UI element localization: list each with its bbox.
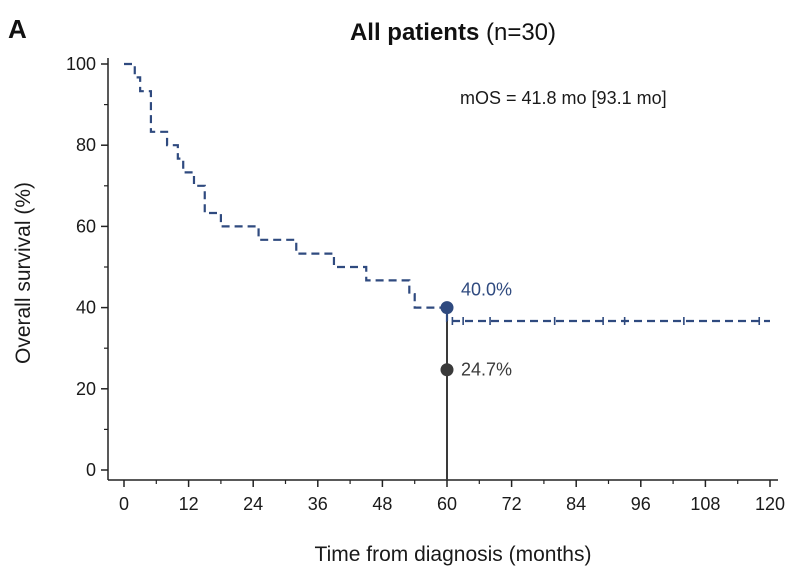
y-tick-label: 60 [76,216,96,236]
chart-title-rest: (n=30) [479,19,556,46]
plot-area: 40.0% 24.7% [124,62,770,480]
axis-ticks: 0 12 24 36 48 60 72 84 96 108 120 0 20 40 60 80 100 [66,54,785,514]
chart-title: All patients (n=30) [350,19,556,46]
x-tick-label: 24 [243,494,263,514]
x-tick-label: 36 [308,494,328,514]
y-tick-label: 100 [66,54,96,74]
x-tick-label: 60 [437,494,457,514]
chart-title-bold: All patients [350,19,479,46]
y-tick-label: 80 [76,135,96,155]
x-tick-label: 120 [755,494,785,514]
landmark-value-label: 40.0% [461,280,512,300]
x-tick-label: 96 [631,494,651,514]
landmark-marker [440,301,454,315]
y-tick-label: 20 [76,379,96,399]
y-axis-title: Overall survival (%) [12,182,35,364]
y-tick-label: 40 [76,298,96,318]
mos-annotation: mOS = 41.8 mo [93.1 mo] [460,88,667,108]
x-tick-label: 12 [179,494,199,514]
panel-label: A [8,14,27,44]
x-tick-label: 48 [372,494,392,514]
landmark-marker [440,363,454,377]
x-tick-label: 72 [502,494,522,514]
x-axis-title: Time from diagnosis (months) [315,543,592,566]
x-tick-label: 0 [119,494,129,514]
survival-curve [124,62,770,323]
x-tick-label: 108 [690,494,720,514]
y-tick-label: 0 [86,460,96,480]
landmark-value-label: 24.7% [461,360,512,380]
x-tick-label: 84 [566,494,586,514]
